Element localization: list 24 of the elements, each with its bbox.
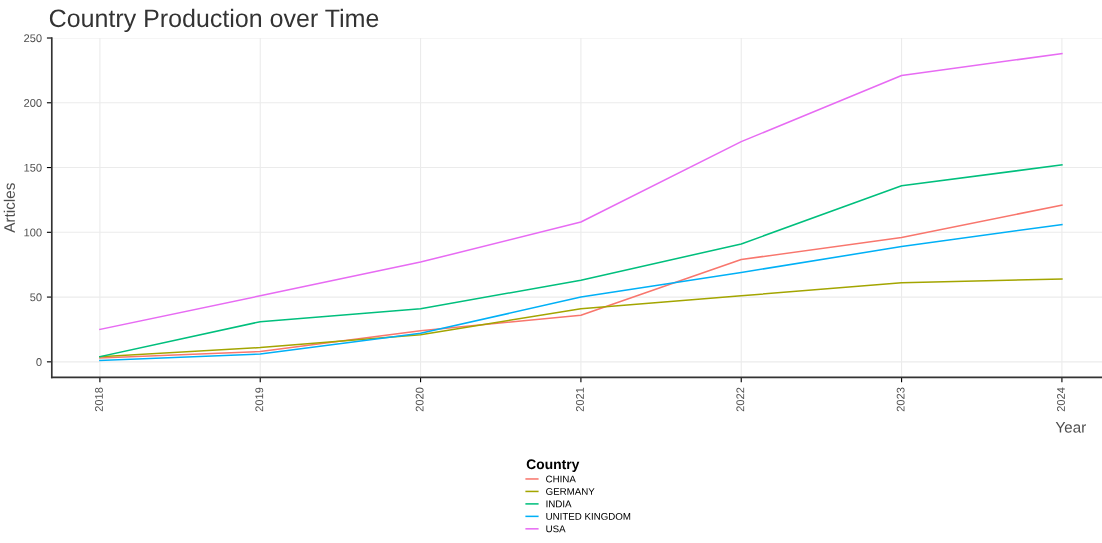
legend-title: Country <box>526 459 580 472</box>
y-tick-label: 250 <box>24 34 42 43</box>
line-series <box>99 52 1063 331</box>
legend-label: USA <box>546 525 566 533</box>
y-tick-label: 0 <box>36 358 42 366</box>
x-tick-label: 2020 <box>415 387 424 412</box>
y-tick-label: 100 <box>24 228 42 237</box>
y-tick-label: 150 <box>24 163 42 172</box>
x-tick-label: 2023 <box>896 387 905 412</box>
legend-label: UNITED KINGDOM <box>546 512 631 520</box>
y-axis-title: Articles <box>3 183 15 233</box>
line-series <box>99 164 1063 358</box>
x-tick-label: 2018 <box>95 387 103 412</box>
legend-label: GERMANY <box>546 488 595 495</box>
y-tick-label: 50 <box>30 293 42 302</box>
x-axis-title: Year <box>1055 422 1086 433</box>
legend-label: CHINA <box>546 475 576 483</box>
x-tick-label: 2022 <box>736 387 745 412</box>
legend-label: INDIA <box>546 500 572 508</box>
x-tick-label: 2024 <box>1057 387 1065 412</box>
chart-title: Country Production over Time <box>49 8 379 33</box>
x-tick-label: 2019 <box>255 387 264 412</box>
x-tick-label: 2021 <box>576 387 584 412</box>
y-tick-label: 200 <box>24 99 42 107</box>
